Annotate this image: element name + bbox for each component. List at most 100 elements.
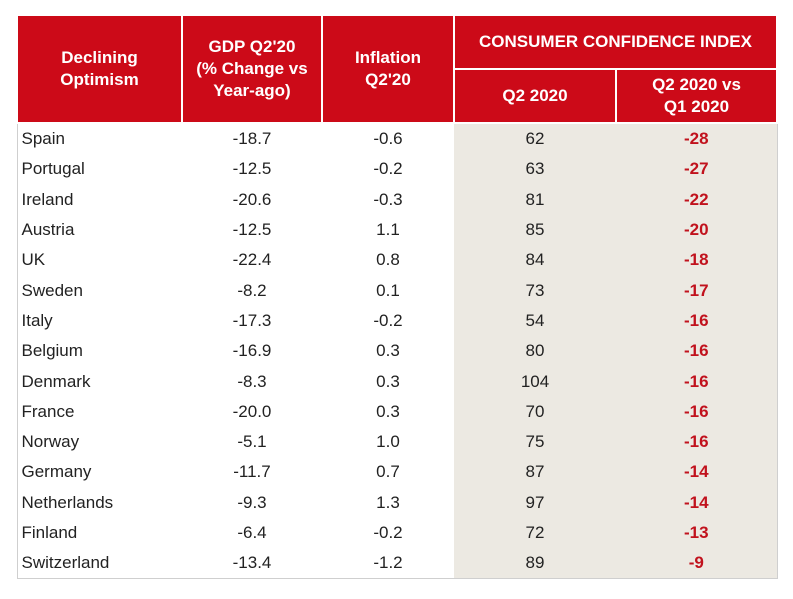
- gdp-cell: -9.3: [237, 492, 267, 512]
- cci-change-cell: -22: [616, 184, 778, 215]
- gdp-cell: -8.2: [237, 280, 267, 300]
- header-gdp: GDP Q2'20 (% Change vs Year-ago): [181, 14, 323, 124]
- country-cell: Austria: [16, 214, 182, 246]
- country-cell: Finland: [16, 517, 182, 549]
- country-cell: Denmark: [16, 366, 182, 397]
- inflation-cell: -0.2: [373, 310, 403, 330]
- inflation-cell: 0.7: [376, 462, 400, 482]
- table-row: Portugal -12.5 -0.2 63 -27: [16, 154, 778, 185]
- cci-change-cell: -9: [616, 548, 778, 580]
- table-row: Ireland -20.6 -0.3 81 -22: [16, 184, 778, 215]
- cci-change-cell: -13: [616, 517, 778, 549]
- gdp-cell: -6.4: [237, 523, 267, 542]
- cci-cell: 104: [454, 366, 616, 397]
- gdp-cell: -11.7: [233, 462, 271, 482]
- gdp-cell: -20.0: [232, 401, 272, 421]
- header-col3-line2: Q2'20: [365, 70, 411, 89]
- inflation-cell: -1.2: [322, 548, 454, 580]
- gdp-cell: -17.3: [232, 310, 272, 330]
- gdp-cell: -12.5: [232, 159, 272, 179]
- country-cell: UK: [16, 245, 182, 276]
- country-cell: Portugal: [16, 154, 182, 185]
- cci-change-cell: -28: [616, 123, 778, 155]
- gdp-cell: -22.4: [232, 250, 272, 270]
- inflation-cell: 0.8: [376, 250, 400, 270]
- header-col2-line3: Year-ago): [213, 81, 291, 100]
- inflation-cell: 1.0: [376, 432, 400, 452]
- header-inflation: Inflation Q2'20: [321, 14, 455, 124]
- country-cell: Ireland: [16, 184, 182, 215]
- cci-cell: 97: [454, 487, 616, 518]
- cci-change-cell: -16: [616, 426, 778, 458]
- country-cell: France: [16, 396, 182, 427]
- header-col5-line2: Q1 2020: [663, 97, 730, 116]
- inflation-cell: 0.3: [376, 341, 400, 361]
- table-row: Finland -6.4 -0.2 72 -13: [16, 517, 778, 549]
- table-row: Sweden -8.2 0.1 73 -17: [16, 275, 778, 306]
- confidence-table: Declining Optimism GDP Q2'20 (% Change v…: [16, 14, 778, 580]
- cci-cell: 72: [454, 517, 616, 549]
- table-row: Denmark -8.3 0.3 104 -16: [16, 366, 778, 397]
- table-row: Norway -5.1 1.0 75 -16: [16, 426, 778, 458]
- country-cell: Belgium: [16, 336, 182, 367]
- gdp-cell: -16.9: [232, 341, 272, 361]
- country-cell: Spain: [16, 123, 182, 155]
- country-cell: Norway: [16, 426, 182, 458]
- inflation-cell: -0.3: [373, 189, 403, 209]
- table-row: France -20.0 0.3 70 -16: [16, 396, 778, 427]
- header-col3-line1: Inflation: [354, 48, 422, 67]
- cci-cell: 81: [454, 184, 616, 215]
- cci-cell: 84: [454, 245, 616, 276]
- gdp-cell: -5.1: [237, 432, 267, 452]
- cci-cell: 54: [454, 305, 616, 337]
- table-row: Switzerland -13.4 -1.2 89 -9: [16, 548, 778, 580]
- cci-cell: 73: [454, 275, 616, 306]
- country-cell: Sweden: [16, 275, 182, 306]
- cci-cell: 89: [454, 548, 616, 580]
- cci-change-cell: -16: [616, 336, 778, 367]
- cci-cell: 70: [454, 396, 616, 427]
- header-col1-line2: Optimism: [60, 70, 139, 89]
- gdp-cell: -20.6: [232, 189, 272, 209]
- table-row: Germany -11.7 0.7 87 -14: [16, 457, 778, 488]
- cci-cell: 63: [454, 154, 616, 185]
- table-body: Spain -18.7 -0.6 62 -28 Portugal -12.5 -…: [16, 123, 778, 580]
- header-consumer-confidence-index: CONSUMER CONFIDENCE INDEX: [453, 14, 778, 70]
- inflation-cell: 0.3: [376, 371, 400, 391]
- table-row: Italy -17.3 -0.2 54 -16: [16, 305, 778, 337]
- country-cell: Italy: [16, 305, 182, 337]
- inflation-cell: -0.6: [373, 129, 403, 149]
- cci-change-cell: -18: [616, 245, 778, 276]
- cci-change-cell: -16: [616, 396, 778, 427]
- table-header: Declining Optimism GDP Q2'20 (% Change v…: [16, 14, 778, 124]
- header-declining-optimism: Declining Optimism: [16, 14, 183, 124]
- country-cell: Switzerland: [16, 548, 182, 580]
- country-cell: Netherlands: [16, 487, 182, 518]
- inflation-cell: 0.1: [376, 280, 400, 300]
- cci-change-cell: -14: [616, 487, 778, 518]
- cci-change-cell: -14: [616, 457, 778, 488]
- inflation-cell: -0.2: [373, 159, 403, 179]
- table-row: Spain -18.7 -0.6 62 -28: [16, 123, 778, 155]
- gdp-cell: -18.7: [232, 129, 272, 149]
- header-col5-line1: Q2 2020 vs: [652, 75, 741, 94]
- gdp-cell: -12.5: [232, 220, 272, 240]
- table-row: UK -22.4 0.8 84 -18: [16, 245, 778, 276]
- cci-change-cell: -16: [616, 366, 778, 397]
- cci-cell: 85: [454, 214, 616, 246]
- cci-change-cell: -27: [616, 154, 778, 185]
- header-col2-line2: (% Change vs: [196, 59, 308, 78]
- table-row: Belgium -16.9 0.3 80 -16: [16, 336, 778, 367]
- data-table-container: Declining Optimism GDP Q2'20 (% Change v…: [16, 14, 778, 580]
- header-q2-vs-q1: Q2 2020 vs Q1 2020: [615, 68, 778, 124]
- inflation-cell: -0.2: [373, 523, 403, 542]
- cci-cell: 80: [454, 336, 616, 367]
- inflation-cell: 1.1: [376, 220, 400, 240]
- cci-cell: 62: [454, 123, 616, 155]
- inflation-cell: 1.3: [376, 492, 400, 512]
- table-row: Netherlands -9.3 1.3 97 -14: [16, 487, 778, 518]
- inflation-cell: 0.3: [376, 401, 400, 421]
- cci-cell: 75: [454, 426, 616, 458]
- gdp-cell: -13.4: [182, 548, 322, 580]
- gdp-cell: -8.3: [237, 371, 267, 391]
